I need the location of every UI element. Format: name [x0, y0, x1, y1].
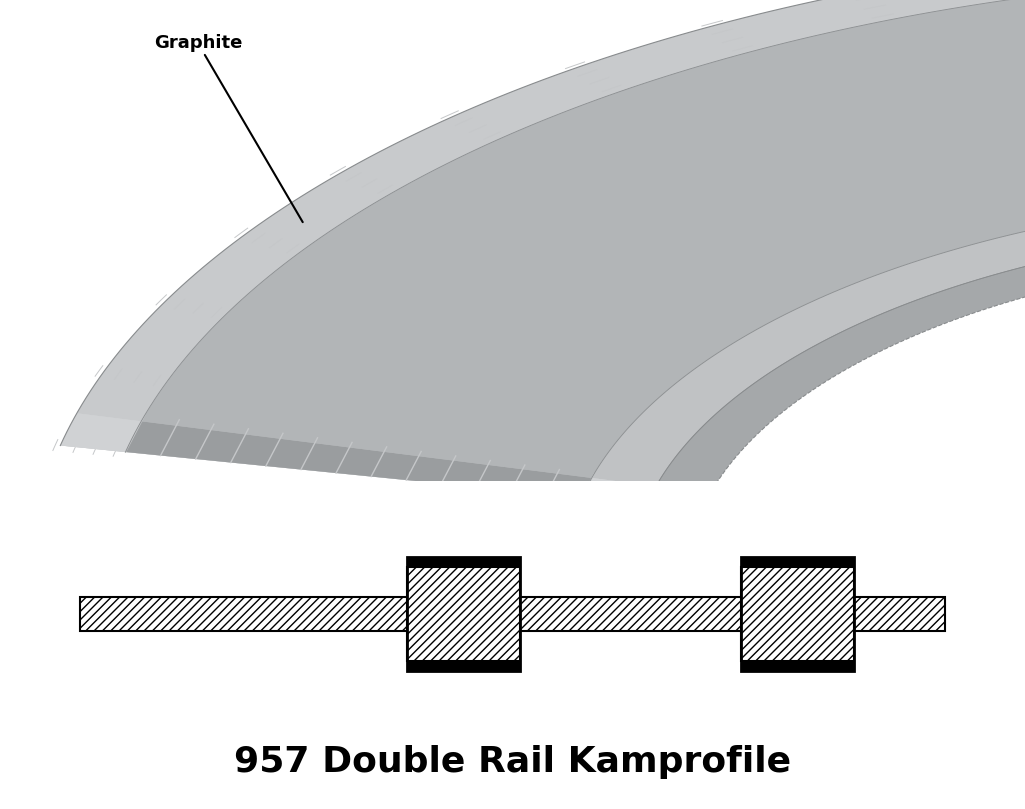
Bar: [407, 557, 520, 671]
Bar: [407, 661, 520, 671]
Bar: [741, 567, 855, 661]
Bar: [741, 661, 855, 671]
Bar: [80, 597, 945, 631]
Polygon shape: [60, 413, 710, 510]
Polygon shape: [125, 421, 591, 498]
Text: Graphite: Graphite: [154, 34, 302, 222]
Polygon shape: [60, 413, 141, 452]
Bar: [741, 557, 855, 671]
Polygon shape: [581, 193, 1025, 504]
Bar: [407, 567, 520, 661]
Text: 957 Double Rail Kamprofile: 957 Double Rail Kamprofile: [234, 745, 791, 779]
Polygon shape: [647, 224, 1025, 510]
Bar: [407, 557, 520, 567]
Polygon shape: [125, 0, 1025, 498]
Polygon shape: [60, 0, 1025, 452]
Polygon shape: [647, 486, 710, 510]
Polygon shape: [581, 478, 656, 504]
Bar: [741, 557, 855, 567]
